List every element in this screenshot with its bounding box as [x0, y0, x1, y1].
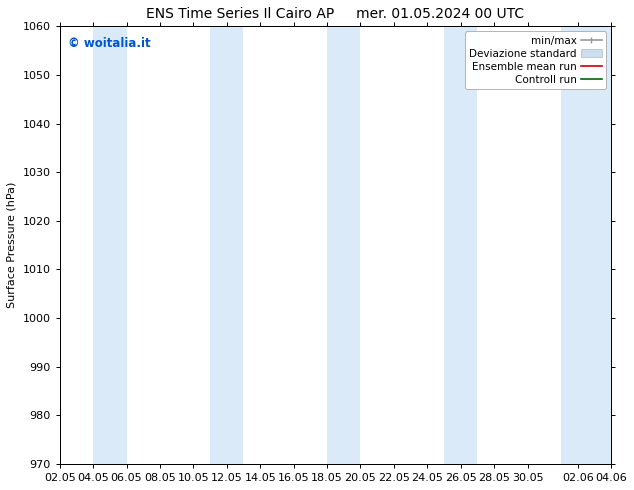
Bar [327, 26, 361, 464]
Bar [444, 26, 477, 464]
Title: ENS Time Series Il Cairo AP     mer. 01.05.2024 00 UTC: ENS Time Series Il Cairo AP mer. 01.05.2… [146, 7, 524, 21]
Bar [561, 26, 611, 464]
Y-axis label: Surface Pressure (hPa): Surface Pressure (hPa) [7, 182, 17, 308]
Legend: min/max, Deviazione standard, Ensemble mean run, Controll run: min/max, Deviazione standard, Ensemble m… [465, 31, 606, 89]
Bar [93, 26, 127, 464]
Text: © woitalia.it: © woitalia.it [68, 37, 150, 50]
Bar [210, 26, 243, 464]
